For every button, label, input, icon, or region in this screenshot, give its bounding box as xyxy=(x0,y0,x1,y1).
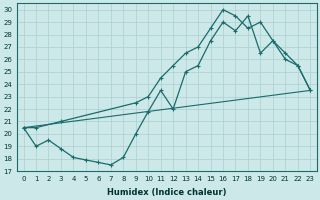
X-axis label: Humidex (Indice chaleur): Humidex (Indice chaleur) xyxy=(107,188,227,197)
